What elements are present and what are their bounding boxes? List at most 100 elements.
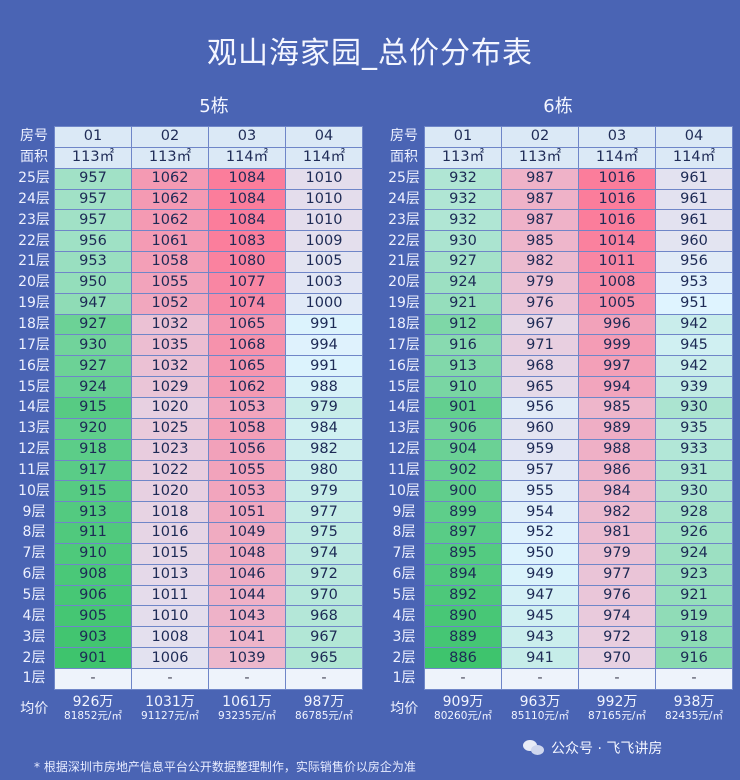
- floor-label: 1层: [392, 670, 416, 687]
- price-table-building-6: 房号 01 02 03 04 面积 113㎡ 113㎡ 114㎡ 114㎡ 25层 932 987 101…: [384, 126, 733, 728]
- price-cell: 932: [424, 167, 502, 190]
- average-total: 1031万: [145, 693, 195, 710]
- price-cell: 1044: [208, 584, 286, 607]
- price-cell: 1041: [208, 626, 286, 649]
- price-cell: 1006: [131, 647, 209, 669]
- price-cell: 968: [501, 355, 579, 378]
- table-row: 25层 932 987 1016 961: [384, 167, 733, 190]
- price-cell: 1016: [578, 167, 656, 190]
- price-cell: 1055: [131, 271, 209, 294]
- price-cell: 975: [285, 522, 363, 544]
- price-cell: 1051: [208, 501, 286, 524]
- table-row: 10层 915 1020 1053 979: [14, 480, 363, 503]
- unit-number: 03: [578, 126, 656, 148]
- price-cell: -: [501, 667, 579, 690]
- price-cell: 945: [501, 605, 579, 628]
- price-cell: 1032: [131, 355, 209, 378]
- floor-label: 13层: [18, 420, 50, 437]
- price-cell: 1056: [208, 438, 286, 461]
- price-cell: 968: [285, 605, 363, 628]
- table-row: 2层 886 941 970 916: [384, 647, 733, 669]
- price-cell: 1011: [131, 584, 209, 607]
- floor-label: 2层: [22, 649, 46, 666]
- price-cell: 970: [285, 584, 363, 607]
- table-row: 12层 918 1023 1056 982: [14, 438, 363, 461]
- price-cell: 947: [501, 584, 579, 607]
- price-cell: 901: [424, 396, 502, 419]
- price-cell: 1020: [131, 396, 209, 419]
- price-cell: 1049: [208, 522, 286, 544]
- table-row: 15层 924 1029 1062 988: [14, 376, 363, 398]
- price-cell: 987: [501, 167, 579, 190]
- floor-label: 5层: [22, 586, 46, 603]
- price-cell: 1084: [208, 167, 286, 190]
- floor-label: 4层: [22, 607, 46, 624]
- price-cell: 899: [424, 501, 502, 524]
- average-cell: 909万 80260元/㎡: [425, 689, 502, 728]
- price-cell: 957: [54, 188, 132, 211]
- price-cell: 960: [655, 230, 733, 253]
- price-cell: 1003: [285, 271, 363, 294]
- price-cell: 956: [54, 230, 132, 253]
- price-cell: 913: [424, 355, 502, 378]
- price-cell: 953: [54, 251, 132, 273]
- price-cell: 957: [501, 459, 579, 482]
- floor-label: 24层: [388, 190, 420, 207]
- floor-label: 22层: [388, 232, 420, 249]
- unit-number: 02: [501, 126, 579, 148]
- unit-area: 114㎡: [208, 146, 286, 169]
- price-cell: 930: [54, 334, 132, 357]
- price-cell: 1083: [208, 230, 286, 253]
- price-cell: 941: [501, 647, 579, 669]
- price-cell: 1058: [208, 417, 286, 440]
- price-cell: 1013: [131, 563, 209, 586]
- table-row: 14层 915 1020 1053 979: [14, 396, 363, 419]
- price-cell: 971: [501, 334, 579, 357]
- price-cell: 915: [54, 480, 132, 503]
- floor-label: 20层: [388, 274, 420, 291]
- floor-label: 13层: [388, 420, 420, 437]
- area-label: 面积: [390, 149, 418, 166]
- price-cell: 1000: [285, 292, 363, 315]
- table-row: 17层 916 971 999 945: [384, 334, 733, 357]
- price-cell: 1062: [131, 188, 209, 211]
- price-cell: 1005: [285, 251, 363, 273]
- floor-label: 21层: [18, 253, 50, 270]
- price-cell: 890: [424, 605, 502, 628]
- average-unit-price: 93235元/㎡: [218, 709, 276, 722]
- price-cell: 999: [578, 334, 656, 357]
- price-cell: 979: [285, 396, 363, 419]
- price-cell: 1055: [208, 459, 286, 482]
- table-row: 4层 905 1010 1043 968: [14, 605, 363, 628]
- table-row: 21层 927 982 1011 956: [384, 251, 733, 273]
- price-cell: 985: [501, 230, 579, 253]
- area-label: 面积: [20, 149, 48, 166]
- price-cell: 1022: [131, 459, 209, 482]
- table-row: 13层 920 1025 1058 984: [14, 417, 363, 440]
- price-cell: 1020: [131, 480, 209, 503]
- price-cell: 1065: [208, 355, 286, 378]
- average-cell: 938万 82435元/㎡: [656, 689, 733, 728]
- unit-number: 03: [208, 126, 286, 148]
- price-cell: 919: [655, 605, 733, 628]
- unit-area: 114㎡: [578, 146, 656, 169]
- table-row: 10层 900 955 984 930: [384, 480, 733, 503]
- average-unit-price: 81852元/㎡: [64, 709, 122, 722]
- average-cell: 926万 81852元/㎡: [55, 689, 132, 728]
- price-cell: 1048: [208, 542, 286, 565]
- floor-label: 14层: [388, 399, 420, 416]
- price-cell: 935: [655, 417, 733, 440]
- floor-label: 17层: [18, 336, 50, 353]
- price-cell: 1010: [131, 605, 209, 628]
- price-cell: 979: [285, 480, 363, 503]
- price-cell: 901: [54, 647, 132, 669]
- table-row: 17层 930 1035 1068 994: [14, 334, 363, 357]
- floor-label: 11层: [388, 461, 420, 478]
- table-row: 6层 894 949 977 923: [384, 563, 733, 586]
- price-cell: 997: [578, 355, 656, 378]
- floor-label: 21层: [388, 253, 420, 270]
- price-cell: 1025: [131, 417, 209, 440]
- price-cell: 1008: [131, 626, 209, 649]
- price-cell: 916: [655, 647, 733, 669]
- price-cell: 1029: [131, 376, 209, 398]
